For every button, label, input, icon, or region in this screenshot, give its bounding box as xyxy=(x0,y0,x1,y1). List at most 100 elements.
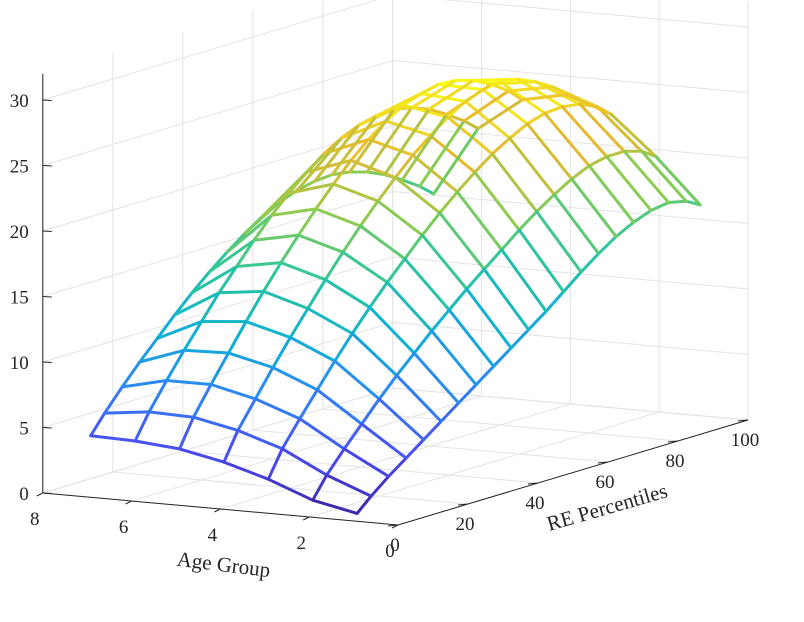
mesh-segment xyxy=(209,383,257,401)
grid-line xyxy=(220,403,571,510)
mesh-segment xyxy=(430,329,478,387)
mesh-segment xyxy=(525,122,574,181)
z-tick-mark xyxy=(42,165,52,167)
mesh-segment xyxy=(376,199,424,237)
y-tick-label: 2 xyxy=(296,533,306,554)
mesh-segment xyxy=(447,308,496,368)
mesh-segment xyxy=(446,115,494,156)
mesh-segment xyxy=(400,178,422,188)
mesh-segment xyxy=(654,154,702,207)
z-tick-label: 15 xyxy=(10,288,29,309)
mesh-segment xyxy=(578,102,626,153)
mesh-segment xyxy=(403,233,424,261)
mesh-segment xyxy=(384,119,432,137)
z-tick-mark xyxy=(42,230,52,232)
z-tick-label: 30 xyxy=(10,91,29,112)
mesh-segment xyxy=(462,89,510,123)
mesh-segment xyxy=(376,176,397,203)
z-tick-label: 25 xyxy=(10,157,29,178)
mesh-segment xyxy=(271,366,319,392)
z-tick-label: 5 xyxy=(19,419,29,440)
mesh-segment xyxy=(392,82,440,111)
mesh-segment xyxy=(133,410,151,443)
mesh-segment xyxy=(313,123,361,183)
mesh-segment xyxy=(498,80,547,115)
mesh-segment xyxy=(428,134,477,174)
mesh-segment xyxy=(333,332,354,363)
mesh-segment xyxy=(103,385,124,415)
mesh-segment xyxy=(342,447,391,478)
mesh-segment xyxy=(509,328,531,350)
mesh-segment xyxy=(490,152,539,214)
surface-mesh xyxy=(89,77,702,515)
y-tick-mark xyxy=(36,492,44,497)
mesh-segment xyxy=(455,190,504,252)
mesh-segment xyxy=(543,111,591,168)
mesh-segment xyxy=(412,351,461,405)
mesh-segment xyxy=(445,82,493,116)
mesh-segment xyxy=(120,360,142,389)
mesh-segment xyxy=(89,434,137,443)
mesh-segment xyxy=(427,107,449,116)
mesh-segment xyxy=(350,305,372,335)
grid-line xyxy=(42,387,393,494)
mesh-segment xyxy=(482,267,531,332)
mesh-segment xyxy=(622,149,671,204)
mesh-segment xyxy=(474,364,496,387)
mesh-segment xyxy=(235,238,256,268)
mesh-segment xyxy=(552,193,601,256)
mesh-segment xyxy=(332,182,380,203)
mesh-segment xyxy=(597,235,618,256)
mesh-segment xyxy=(560,105,609,159)
z-tick-label: 20 xyxy=(10,222,29,243)
mesh-segment xyxy=(395,374,443,423)
mesh-segment xyxy=(649,201,671,212)
mesh-segment xyxy=(552,177,574,197)
mesh-segment xyxy=(340,119,388,140)
mesh-segment xyxy=(447,287,469,312)
grid-line xyxy=(131,395,482,502)
mesh-segment xyxy=(330,114,379,177)
mesh-segment xyxy=(190,270,212,295)
mesh-segment xyxy=(349,158,397,179)
x-tick-mark xyxy=(527,482,539,485)
mesh-segment xyxy=(535,193,556,214)
mesh-segment xyxy=(323,278,372,309)
mesh-segment xyxy=(306,307,354,335)
mesh-segment xyxy=(360,397,381,426)
mesh-segment xyxy=(368,280,389,309)
mesh-segment xyxy=(430,308,451,333)
mesh-segment xyxy=(341,250,389,284)
mesh-segment xyxy=(288,335,337,363)
mesh-segment xyxy=(420,233,469,291)
mesh-segment xyxy=(490,136,512,156)
mesh-segment xyxy=(266,477,315,502)
mesh-segment xyxy=(457,383,478,405)
mesh-segment xyxy=(252,233,300,242)
mesh-segment xyxy=(209,351,230,386)
mesh-segment xyxy=(182,320,204,352)
mesh-segment xyxy=(507,85,555,93)
mesh-segment xyxy=(173,291,221,317)
mesh-segment xyxy=(387,456,408,478)
mesh-segment xyxy=(222,428,240,464)
mesh-segment xyxy=(533,80,582,106)
mesh-segment xyxy=(280,417,302,451)
x-axis-line xyxy=(397,419,749,526)
mesh-segment xyxy=(288,307,310,339)
mesh-segment xyxy=(508,136,556,197)
mesh-segment xyxy=(393,153,415,179)
mesh-segment xyxy=(311,473,329,502)
mesh-segment xyxy=(280,447,329,477)
grid-line xyxy=(42,60,393,166)
mesh-segment xyxy=(147,379,169,414)
mesh-segment xyxy=(295,136,344,192)
mesh-segment xyxy=(360,422,408,460)
mesh-segment xyxy=(463,99,512,140)
mesh-segment xyxy=(333,359,381,401)
mesh-segment xyxy=(367,137,415,157)
mesh-segment xyxy=(385,280,434,333)
mesh-segment xyxy=(155,313,177,340)
mesh-segment xyxy=(315,388,364,426)
mesh-segment xyxy=(579,252,601,274)
